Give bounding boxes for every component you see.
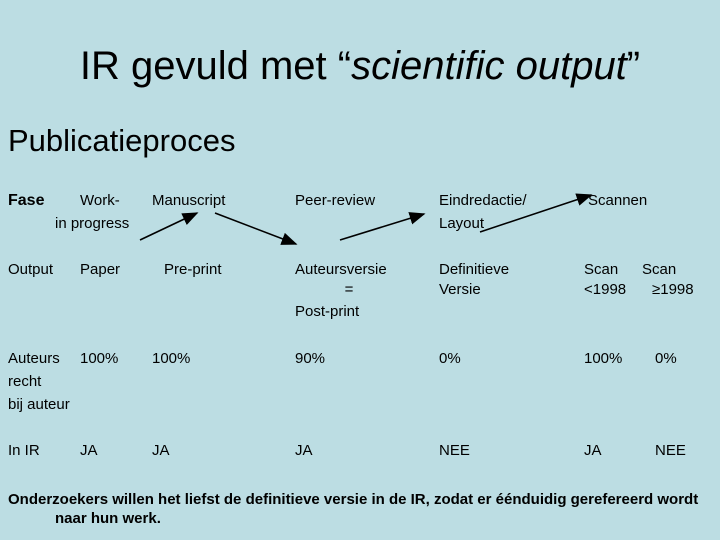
output-paper: Paper xyxy=(80,261,121,278)
output-preprint: Pre-print xyxy=(164,261,222,278)
output-scan2-line1: Scan xyxy=(642,261,677,278)
stage-scannen: Scannen xyxy=(588,192,648,209)
arrow-eindredactie-to-scannen xyxy=(479,193,593,233)
footer-text: Onderzoekers willen het liefst de defini… xyxy=(8,491,699,527)
ir-paper: JA xyxy=(80,442,98,459)
ir-definitieve: NEE xyxy=(439,442,470,459)
rights-definitieve: 0% xyxy=(439,350,461,367)
output-scan1-line1: Scan xyxy=(584,261,619,278)
output-auteursversie-line2: = xyxy=(344,281,354,298)
output-definitieve-line2: Versie xyxy=(439,281,481,298)
output-scan2-line2: ≥1998 xyxy=(652,281,694,298)
title-suffix: ” xyxy=(626,44,641,88)
rights-scan1: 100% xyxy=(584,350,623,367)
ir-preprint: JA xyxy=(152,442,170,459)
footer-note: Onderzoekers willen het liefst de defini… xyxy=(8,490,713,528)
ir-scan1: JA xyxy=(584,442,602,459)
stage-work-line1: Work- xyxy=(80,192,120,209)
stage-manuscript: Manuscript xyxy=(152,192,226,209)
stage-eindredactie-line2: Layout xyxy=(439,215,485,232)
output-definitieve-line1: Definitieve xyxy=(439,261,510,278)
title-prefix: IR gevuld met “ xyxy=(79,44,352,88)
ir-postprint: JA xyxy=(295,442,313,459)
rights-preprint: 100% xyxy=(152,350,191,367)
output-auteursversie-line3: Post-print xyxy=(295,303,360,320)
row-label-in-ir: In IR xyxy=(8,442,40,459)
rights-scan2: 0% xyxy=(655,350,677,367)
row-label-bij-auteur: bij auteur xyxy=(8,396,70,413)
stage-work-line2: in progress xyxy=(55,215,130,232)
page-title: IR gevuld met “scientific output” xyxy=(0,40,720,92)
stage-peer-review: Peer-review xyxy=(295,192,376,209)
stage-eindredactie-line1: Eindredactie/ xyxy=(439,192,527,209)
rights-paper: 100% xyxy=(80,350,119,367)
row-label-output: Output xyxy=(8,261,54,278)
row-label-auteurs: Auteurs xyxy=(8,350,60,367)
row-label-fase: Fase xyxy=(8,192,45,209)
output-scan1-line2: <1998 xyxy=(584,281,627,298)
row-label-recht: recht xyxy=(8,373,42,390)
arrow-manuscript-to-peer-review xyxy=(214,212,298,245)
subtitle: Publicatieproces xyxy=(8,123,236,158)
arrow-work-to-manuscript xyxy=(139,212,199,241)
output-auteursversie-line1: Auteursversie xyxy=(295,261,387,278)
ir-scan2: NEE xyxy=(655,442,686,459)
arrow-peer-review-to-eindredactie xyxy=(339,212,426,241)
title-italic: scientific output xyxy=(351,44,627,88)
rights-postprint: 90% xyxy=(295,350,326,367)
